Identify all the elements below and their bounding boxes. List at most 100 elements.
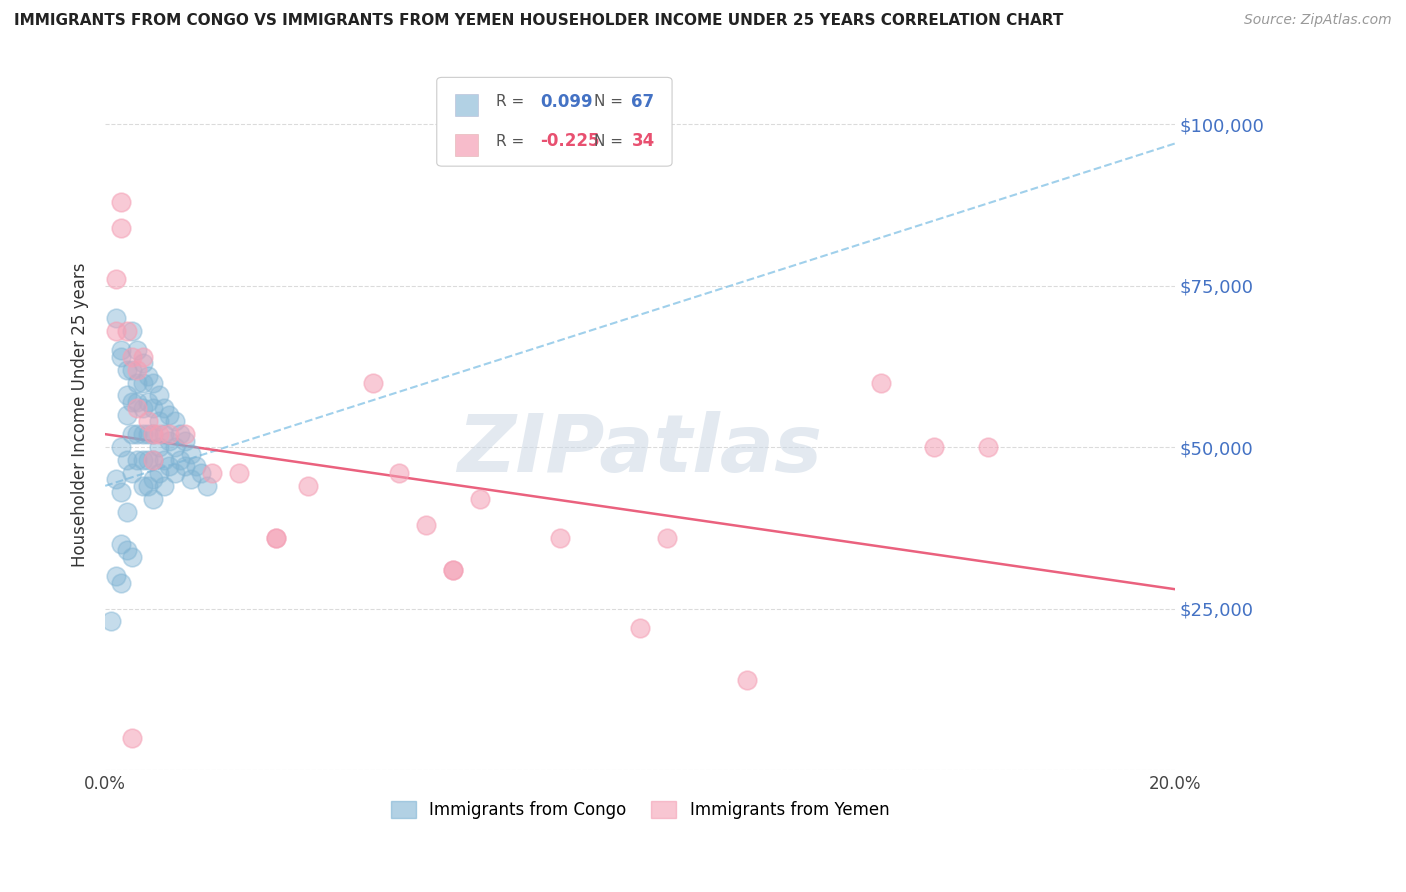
Point — [142, 376, 165, 390]
Point — [184, 459, 207, 474]
Point — [142, 453, 165, 467]
Point — [628, 621, 651, 635]
Point — [415, 517, 437, 532]
Point — [131, 356, 153, 370]
Point — [142, 427, 165, 442]
Point — [127, 401, 149, 416]
Point — [142, 491, 165, 506]
Point — [157, 408, 180, 422]
Point — [157, 434, 180, 448]
Point — [131, 401, 153, 416]
Point — [153, 453, 176, 467]
Point — [169, 427, 191, 442]
Point — [142, 472, 165, 486]
Point — [922, 440, 945, 454]
Point — [142, 401, 165, 416]
Point — [142, 427, 165, 442]
Point — [228, 466, 250, 480]
Point — [548, 531, 571, 545]
Text: R =: R = — [495, 134, 524, 149]
Point — [201, 466, 224, 480]
FancyBboxPatch shape — [456, 94, 478, 116]
Point — [104, 324, 127, 338]
Point — [169, 453, 191, 467]
Point — [115, 505, 138, 519]
Point — [104, 569, 127, 583]
Point — [136, 414, 159, 428]
Point — [180, 446, 202, 460]
Point — [195, 479, 218, 493]
Point — [174, 434, 197, 448]
Point — [153, 479, 176, 493]
Point — [297, 479, 319, 493]
Point — [110, 220, 132, 235]
Text: N =: N = — [593, 134, 623, 149]
Point — [655, 531, 678, 545]
Point — [148, 427, 170, 442]
Legend: Immigrants from Congo, Immigrants from Yemen: Immigrants from Congo, Immigrants from Y… — [384, 794, 896, 826]
Text: Source: ZipAtlas.com: Source: ZipAtlas.com — [1244, 13, 1392, 28]
Point — [136, 395, 159, 409]
Point — [266, 531, 288, 545]
Point — [163, 440, 186, 454]
Point — [163, 414, 186, 428]
Point — [131, 453, 153, 467]
Point — [115, 543, 138, 558]
Point — [127, 395, 149, 409]
Point — [121, 395, 143, 409]
Point — [163, 466, 186, 480]
Point — [153, 401, 176, 416]
Point — [104, 272, 127, 286]
Point — [136, 369, 159, 384]
Point — [127, 453, 149, 467]
Point — [157, 427, 180, 442]
Point — [136, 479, 159, 493]
Text: 34: 34 — [631, 132, 655, 150]
Point — [104, 310, 127, 325]
Point — [441, 563, 464, 577]
Point — [136, 427, 159, 442]
Text: 67: 67 — [631, 93, 655, 111]
Point — [115, 408, 138, 422]
Text: ZIPatlas: ZIPatlas — [457, 411, 823, 490]
Point — [190, 466, 212, 480]
Point — [174, 427, 197, 442]
Text: R =: R = — [495, 94, 524, 109]
Point — [121, 362, 143, 376]
Point — [180, 472, 202, 486]
Point — [976, 440, 998, 454]
Point — [110, 194, 132, 209]
Point — [121, 466, 143, 480]
Point — [131, 479, 153, 493]
Text: N =: N = — [593, 94, 623, 109]
Text: IMMIGRANTS FROM CONGO VS IMMIGRANTS FROM YEMEN HOUSEHOLDER INCOME UNDER 25 YEARS: IMMIGRANTS FROM CONGO VS IMMIGRANTS FROM… — [14, 13, 1063, 29]
Point — [441, 563, 464, 577]
Point — [110, 350, 132, 364]
Point — [110, 440, 132, 454]
FancyBboxPatch shape — [456, 134, 478, 155]
Point — [127, 376, 149, 390]
Text: 0.099: 0.099 — [540, 93, 593, 111]
FancyBboxPatch shape — [437, 78, 672, 166]
Point — [148, 440, 170, 454]
Point — [468, 491, 491, 506]
Text: -0.225: -0.225 — [540, 132, 600, 150]
Point — [121, 350, 143, 364]
Point — [104, 472, 127, 486]
Point — [100, 615, 122, 629]
Point — [115, 324, 138, 338]
Point — [127, 362, 149, 376]
Point — [148, 466, 170, 480]
Point — [148, 388, 170, 402]
Point — [869, 376, 891, 390]
Point — [121, 427, 143, 442]
Point — [361, 376, 384, 390]
Y-axis label: Householder Income Under 25 years: Householder Income Under 25 years — [72, 262, 89, 567]
Point — [110, 575, 132, 590]
Point — [110, 485, 132, 500]
Point — [121, 549, 143, 564]
Point — [388, 466, 411, 480]
Point — [127, 343, 149, 358]
Point — [115, 453, 138, 467]
Point — [131, 350, 153, 364]
